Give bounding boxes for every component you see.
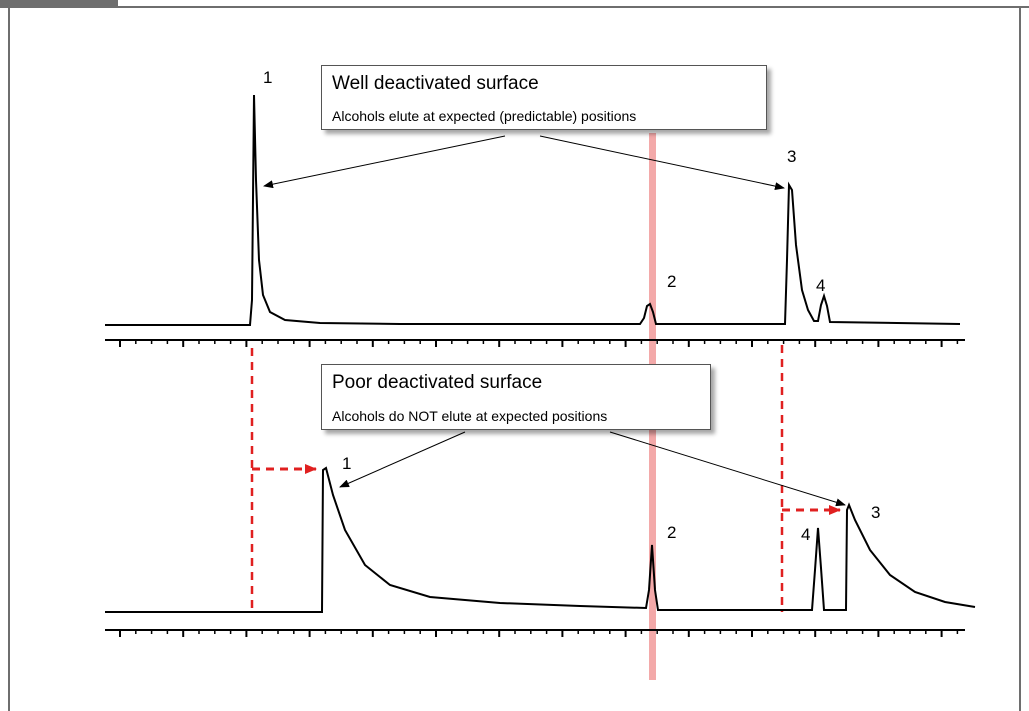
- top-chromatogram-trace: [105, 94, 961, 326]
- bottom-chromatogram-trace: [105, 466, 976, 613]
- alignment-guides: [250, 345, 784, 612]
- peak-label-top-2: 2: [667, 272, 677, 291]
- peak-label-top-1: 1: [263, 68, 273, 87]
- callout-bottom-title: Poor deactivated surface: [332, 372, 543, 393]
- peak-label-bottom-1: 1: [342, 454, 352, 473]
- corner-tab: [0, 0, 118, 7]
- peak-label-bottom-4: 4: [801, 525, 811, 544]
- callout-top-title: Well deactivated surface: [332, 73, 539, 94]
- shift-arrows: [252, 464, 841, 515]
- axis-ticks: [119, 340, 959, 637]
- callout-bottom: Poor deactivated surface Alcohols do NOT…: [321, 364, 711, 430]
- peak-label-bottom-2: 2: [667, 523, 677, 542]
- peak-label-top-4: 4: [816, 276, 826, 295]
- callout-top: Well deactivated surface Alcohols elute …: [321, 65, 767, 130]
- peak-label-top-3: 3: [787, 147, 797, 166]
- callout-bottom-subtitle: Alcohols do NOT elute at expected positi…: [332, 408, 608, 424]
- callout-pointers: [263, 135, 846, 507]
- peak-label-bottom-3: 3: [871, 503, 881, 522]
- callout-top-subtitle: Alcohols elute at expected (predictable)…: [332, 108, 637, 124]
